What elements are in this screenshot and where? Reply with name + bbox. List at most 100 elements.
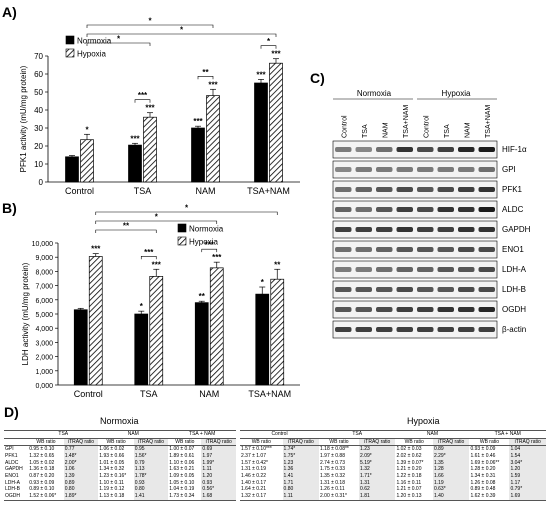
table-cell: 1.68 xyxy=(201,493,236,501)
table-cell: 1.89* xyxy=(63,493,99,501)
table-cell: 1.11 xyxy=(201,466,236,474)
blot-band xyxy=(335,187,352,192)
table-cell: 1.13 xyxy=(133,466,169,474)
table-cell: 1.97 xyxy=(201,453,236,460)
bar xyxy=(270,278,285,386)
blot-strip xyxy=(332,260,498,279)
y-tick-label: 70 xyxy=(34,52,43,61)
protein-label: PFK1 xyxy=(502,185,523,194)
blot-band xyxy=(458,147,475,152)
bracket-label: ** xyxy=(202,68,209,77)
table-cell: 1.36 xyxy=(282,466,319,474)
y-tick-label: 30 xyxy=(34,124,43,133)
table-cell: 1.71* xyxy=(359,473,396,480)
legend-label: Hypoxia xyxy=(77,50,106,59)
table-cell: 2.09* xyxy=(359,453,396,460)
y-tick-label: 3,000 xyxy=(35,340,53,347)
table-cell: 2.74 ± 0.73 xyxy=(320,459,345,466)
blot-band xyxy=(437,307,454,312)
blot-band xyxy=(458,287,475,292)
significance-bracket xyxy=(95,220,218,224)
y-tick-label: 10 xyxy=(34,160,43,169)
table-cell: 1.09 ± 0.05 xyxy=(169,472,195,479)
bar xyxy=(134,313,149,386)
table-cell: 1.34 ± 0.32 xyxy=(99,466,125,473)
blot-band xyxy=(335,247,352,252)
blot-band xyxy=(437,327,454,332)
significance-mark: * xyxy=(261,278,265,287)
blot-band xyxy=(417,227,434,232)
protein-label: HIF-1α xyxy=(502,145,527,154)
table-cell: 1.78* xyxy=(133,473,169,480)
hypoxia-table-title: Hypoxia xyxy=(407,416,440,426)
table-group-header: NAM xyxy=(395,430,470,439)
protein-label: LDH-B xyxy=(502,285,526,294)
table-cell: 0.89 ± 0.10 xyxy=(29,486,55,493)
bracket-label: * xyxy=(267,37,271,46)
table-subheader: WB ratio xyxy=(319,438,360,447)
significance-bracket xyxy=(86,33,277,37)
table-protein-name: ENO1 xyxy=(5,472,19,479)
y-tick-label: 5,000 xyxy=(35,312,53,319)
table-cell: 1.35 ± 0.32 xyxy=(320,472,345,479)
blot-band xyxy=(478,227,495,232)
table-group-header: TSA xyxy=(319,430,396,439)
y-tick-label: 9,000 xyxy=(35,255,53,262)
table-cell: 1.39 ± 0.07* xyxy=(396,459,424,466)
table-cell: 1.23 xyxy=(359,445,396,454)
protein-label: ALDC xyxy=(502,205,524,214)
blot-strip xyxy=(332,240,498,259)
table-cell: 1.23 ± 0.16* xyxy=(99,472,127,479)
table-subheader: iTRAQ ratio xyxy=(432,438,470,447)
table-cell: 1.10 ± 0.06 xyxy=(169,459,195,466)
table-subheader: WB ratio xyxy=(28,438,64,447)
blot-band xyxy=(376,327,393,332)
blot-band xyxy=(355,327,372,332)
table-subheader: iTRAQ ratio xyxy=(63,438,99,447)
significance-mark: *** xyxy=(271,50,281,59)
blot-band xyxy=(478,167,495,172)
blot-band xyxy=(355,207,372,212)
table-cell: 0.62 xyxy=(359,486,396,494)
table-cell: 1.35 xyxy=(432,459,470,467)
hypoxia-group-label: Hypoxia xyxy=(442,89,471,98)
blot-band xyxy=(355,187,372,192)
blot-band xyxy=(396,187,413,192)
lane-label: TSA+NAM xyxy=(485,105,492,138)
blot-band xyxy=(478,327,495,332)
blot-band xyxy=(417,147,434,152)
blot-band xyxy=(478,287,495,292)
table-group-header: Control xyxy=(240,430,319,439)
table-cell: 1.31 ± 0.18 xyxy=(320,479,345,486)
table-cell: 1.52 ± 0.06* xyxy=(28,493,64,501)
table-subheader: iTRAQ ratio xyxy=(201,438,236,447)
table-cell: 1.18 ± 0.08** xyxy=(320,446,349,453)
table-cell: 1.17 xyxy=(509,479,546,487)
blot-band xyxy=(376,287,393,292)
blot-band xyxy=(478,307,495,312)
y-axis-label: LDH activity (mU/mg protein) xyxy=(21,262,30,365)
y-tick-label: 20 xyxy=(34,142,43,151)
table-cell: 1.61 ± 0.46 xyxy=(470,452,496,459)
bar xyxy=(149,276,164,386)
legend-swatch xyxy=(65,35,75,45)
blot-band xyxy=(335,227,352,232)
table-group-header: TSA + NAM xyxy=(168,430,236,439)
y-tick-label: 40 xyxy=(34,106,43,115)
protein-label: ENO1 xyxy=(502,245,524,254)
table-cell: 1.23 xyxy=(282,459,319,467)
table-cell: 1.40 ± 0.17 xyxy=(241,479,266,486)
table-cell: 5.19* xyxy=(359,459,396,467)
blot-band xyxy=(355,307,372,312)
blot-band xyxy=(335,207,352,212)
lane-label: Control xyxy=(341,115,348,138)
blot-band xyxy=(437,247,454,252)
blot-strip xyxy=(332,140,498,159)
normoxia-table-title: Normoxia xyxy=(100,416,139,426)
table-subheader: iTRAQ ratio xyxy=(359,438,396,447)
table-cell: 0.79* xyxy=(509,486,546,494)
y-tick-label: 4,000 xyxy=(35,326,53,333)
blot-band xyxy=(417,167,434,172)
pfk1-activity-chart: 0 10 20 30 40 50 60 70 PFK1 activity (mU/mg prot… xyxy=(19,17,300,196)
x-tick-label: Control xyxy=(65,186,94,196)
